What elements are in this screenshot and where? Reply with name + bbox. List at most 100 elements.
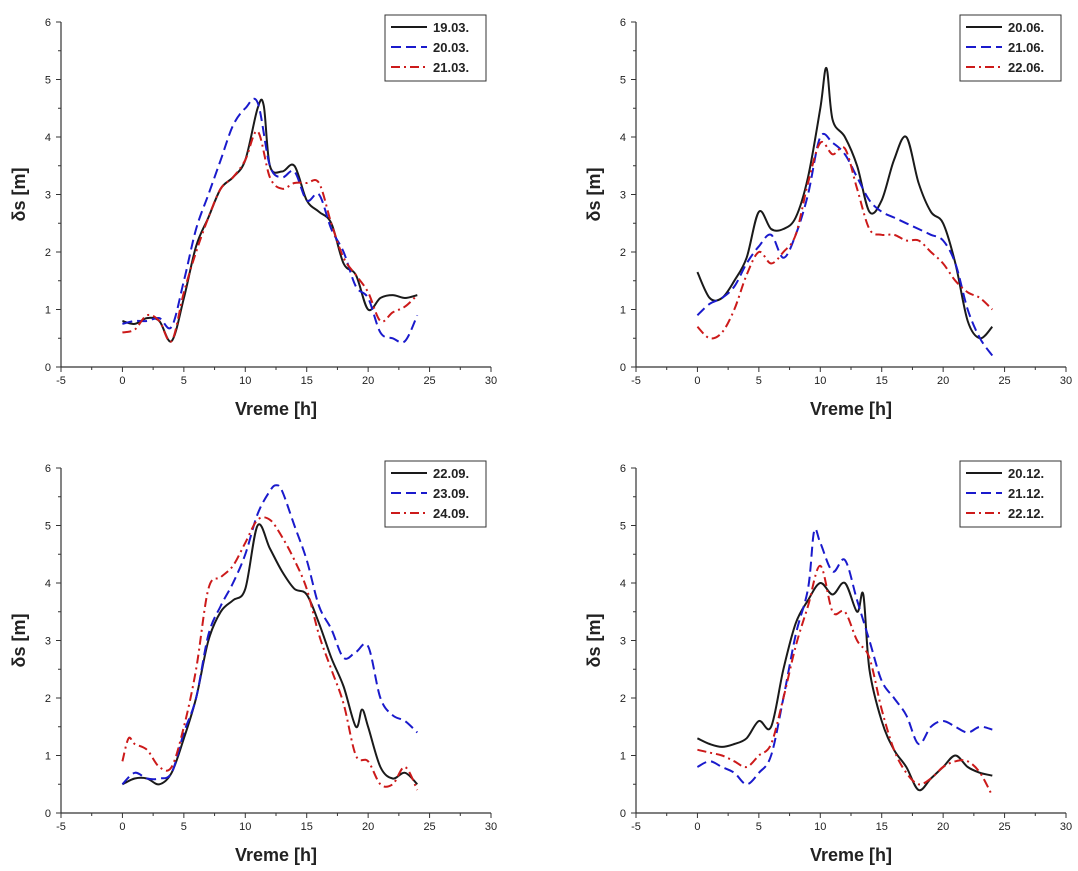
x-tick-label: 25 [423,821,435,833]
y-tick-label: 5 [620,521,626,533]
y-tick-label: 0 [45,362,51,374]
y-tick-label: 4 [620,132,626,144]
y-tick-label: 0 [45,808,51,820]
y-tick-label: 1 [45,305,51,317]
legend-entry: 23.09. [433,486,469,501]
legend-entry: 19.03. [433,20,469,35]
x-axis-label: Vreme [h] [235,399,317,419]
legend-entry: 21.03. [433,60,469,75]
x-tick-label: 0 [694,375,700,387]
series-line-1 [121,523,419,786]
legend-entry: 20.06. [1008,20,1044,35]
series-line-3 [121,516,419,791]
series-line-2 [122,97,419,344]
x-tick-label: 30 [1060,375,1072,387]
y-tick-label: 3 [620,636,626,648]
y-tick-label: 0 [620,808,626,820]
chart-panel-2: -5 0 5 10 15 20 25 30 0 1 2 3 4 5 6 Vreme [h] δs [m] 20.0… [584,14,1072,419]
x-tick-label: -5 [56,375,66,387]
y-tick-label: 6 [45,17,51,29]
series-line-2 [121,484,418,786]
x-tick-label: -5 [631,821,641,833]
y-tick-label: 5 [45,521,51,533]
x-tick-label: 5 [756,375,762,387]
y-axis-label: δs [m] [9,614,29,668]
y-tick-label: 2 [45,247,51,259]
y-tick-label: 2 [620,247,626,259]
series-line-3 [697,564,994,797]
series-line-1 [696,66,994,340]
x-tick-label: 20 [362,821,374,833]
y-tick-label: 6 [620,17,626,29]
y-axis-label: δs [m] [584,614,604,668]
legend-entry: 21.12. [1008,486,1044,501]
x-tick-label: 25 [998,375,1010,387]
x-tick-label: 25 [998,821,1010,833]
x-tick-label: 30 [1060,821,1072,833]
x-tick-label: 15 [876,375,888,387]
legend: 20.06. 21.06. 22.06. [959,14,1062,82]
x-tick-label: 5 [181,375,187,387]
x-tick-label: 10 [814,821,826,833]
legend-entry: 20.03. [433,40,469,55]
legend-entry: 21.06. [1008,40,1044,55]
x-tick-label: 30 [485,375,497,387]
legend: 20.12. 21.12. 22.12. [959,460,1062,528]
chart-panel-3: -5 0 5 10 15 20 25 30 0 1 2 3 4 5 6 Vreme [h] δs [m] 22.0… [9,460,497,865]
x-tick-label: 5 [756,821,762,833]
series-line-3 [122,130,418,343]
series-line-1 [696,581,993,792]
y-axis-label: δs [m] [9,168,29,222]
legend-entry: 20.12. [1008,466,1044,481]
legend-entry: 24.09. [433,506,469,521]
x-tick-label: 10 [814,375,826,387]
series-line-2 [696,527,993,786]
series-line-3 [696,140,993,340]
chart-panel-1: -5 0 5 10 15 20 25 30 0 1 2 3 4 5 6 Vreme [h] δs [m] 19.0… [9,14,497,419]
legend-entry: 22.12. [1008,506,1044,521]
y-tick-label: 2 [620,693,626,705]
y-tick-label: 3 [620,190,626,202]
y-axis-label: δs [m] [584,168,604,222]
x-tick-label: 0 [119,821,125,833]
x-tick-label: -5 [631,375,641,387]
series-line-1 [122,98,418,343]
y-tick-label: 6 [620,463,626,475]
y-tick-label: 3 [45,190,51,202]
y-tick-label: 1 [45,751,51,763]
x-tick-label: 15 [301,821,313,833]
x-tick-label: 0 [119,375,125,387]
x-axis-label: Vreme [h] [810,399,892,419]
legend: 22.09. 23.09. 24.09. [384,460,487,528]
x-tick-label: -5 [56,821,66,833]
legend-entry: 22.09. [433,466,469,481]
series-line-2 [696,132,994,357]
chart-panel-4: -5 0 5 10 15 20 25 30 0 1 2 3 4 5 6 Vreme [h] δs [m] 20.1… [584,460,1072,865]
y-tick-label: 5 [45,75,51,87]
y-tick-label: 4 [620,578,626,590]
x-tick-label: 15 [301,375,313,387]
y-tick-label: 0 [620,362,626,374]
y-tick-label: 4 [45,578,51,590]
x-axis-label: Vreme [h] [810,845,892,865]
legend: 19.03. 20.03. 21.03. [384,14,487,82]
x-tick-label: 5 [181,821,187,833]
y-tick-label: 5 [620,75,626,87]
x-tick-label: 20 [937,821,949,833]
x-tick-label: 15 [876,821,888,833]
x-tick-label: 20 [937,375,949,387]
y-tick-label: 1 [620,305,626,317]
y-tick-label: 6 [45,463,51,475]
x-tick-label: 10 [239,821,251,833]
x-axis-label: Vreme [h] [235,845,317,865]
x-tick-label: 30 [485,821,497,833]
x-tick-label: 0 [694,821,700,833]
x-tick-label: 25 [423,375,435,387]
legend-entry: 22.06. [1008,60,1044,75]
x-tick-label: 20 [362,375,374,387]
y-tick-label: 2 [45,693,51,705]
x-tick-label: 10 [239,375,251,387]
y-tick-label: 1 [620,751,626,763]
y-tick-label: 3 [45,636,51,648]
